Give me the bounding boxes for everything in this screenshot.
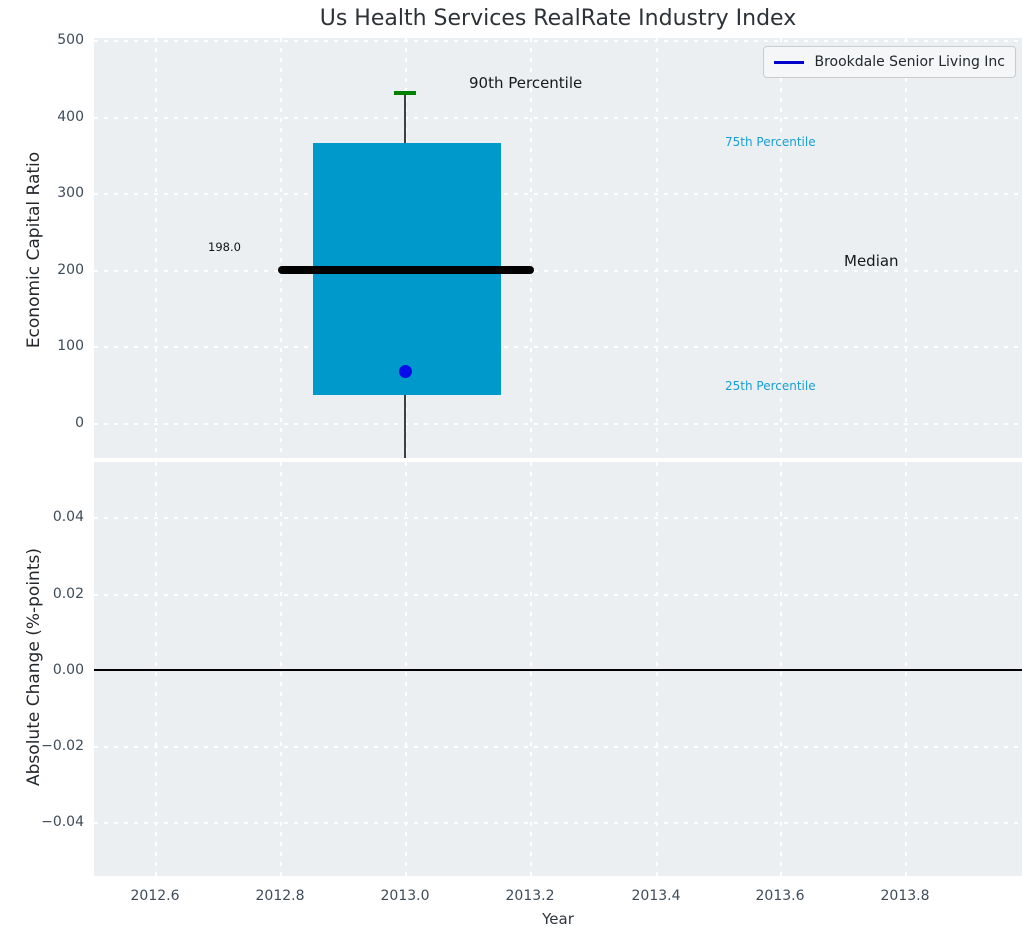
- y-tick: −0.02: [41, 738, 84, 754]
- x-tick: 2012.6: [130, 888, 180, 904]
- y-tick: 400: [57, 109, 84, 125]
- gridline: [94, 746, 1022, 748]
- 90th-percentile-cap: [394, 91, 416, 95]
- chart-title: Us Health Services RealRate Industry Ind…: [319, 6, 797, 31]
- top-axes: 198.0 90th Percentile 75th Percentile Me…: [94, 38, 1022, 458]
- bottom-y-axis-label: Absolute Change (%-points): [24, 548, 44, 786]
- gridline: [94, 517, 1022, 519]
- y-tick: 100: [57, 338, 84, 354]
- gridline: [94, 117, 1022, 119]
- median-value-label: 198.0: [208, 240, 241, 254]
- legend-line-swatch: [774, 60, 805, 64]
- 75th-percentile-label: 75th Percentile: [725, 135, 816, 149]
- y-tick: 0.00: [52, 662, 84, 678]
- 25th-percentile-label: 25th Percentile: [725, 379, 816, 393]
- y-tick: 0.02: [52, 586, 84, 602]
- x-tick: 2012.8: [255, 888, 305, 904]
- y-tick: 0.04: [52, 509, 84, 525]
- gridline: [155, 38, 157, 458]
- median-line: [278, 266, 534, 274]
- 90th-percentile-label: 90th Percentile: [469, 74, 583, 92]
- zero-baseline: [94, 669, 1022, 671]
- x-tick: 2013.4: [631, 888, 681, 904]
- y-tick: 0: [75, 415, 84, 431]
- gridline: [780, 38, 782, 458]
- y-tick: 500: [57, 32, 84, 48]
- gridline: [94, 594, 1022, 596]
- legend: Brookdale Senior Living Inc: [763, 46, 1016, 78]
- bottom-axes: [94, 462, 1022, 876]
- y-tick: 300: [57, 185, 84, 201]
- gridline: [280, 38, 282, 458]
- gridline: [94, 423, 1022, 425]
- y-tick: 200: [57, 262, 84, 278]
- x-tick: 2013.6: [755, 888, 805, 904]
- legend-label: Brookdale Senior Living Inc: [814, 54, 1005, 70]
- gridline: [94, 193, 1022, 195]
- y-tick: −0.04: [41, 814, 84, 830]
- x-axis-label: Year: [542, 910, 574, 928]
- x-tick: 2013.0: [380, 888, 430, 904]
- company-data-point: [399, 365, 412, 378]
- median-label: Median: [844, 252, 899, 270]
- top-y-axis-label: Economic Capital Ratio: [24, 151, 44, 349]
- gridline: [94, 822, 1022, 824]
- gridline: [94, 346, 1022, 348]
- x-tick: 2013.2: [505, 888, 555, 904]
- gridline: [656, 38, 658, 458]
- gridline: [94, 40, 1022, 42]
- gridline: [905, 38, 907, 458]
- gridline: [94, 270, 1022, 272]
- x-tick: 2013.8: [880, 888, 930, 904]
- gridline: [530, 38, 532, 458]
